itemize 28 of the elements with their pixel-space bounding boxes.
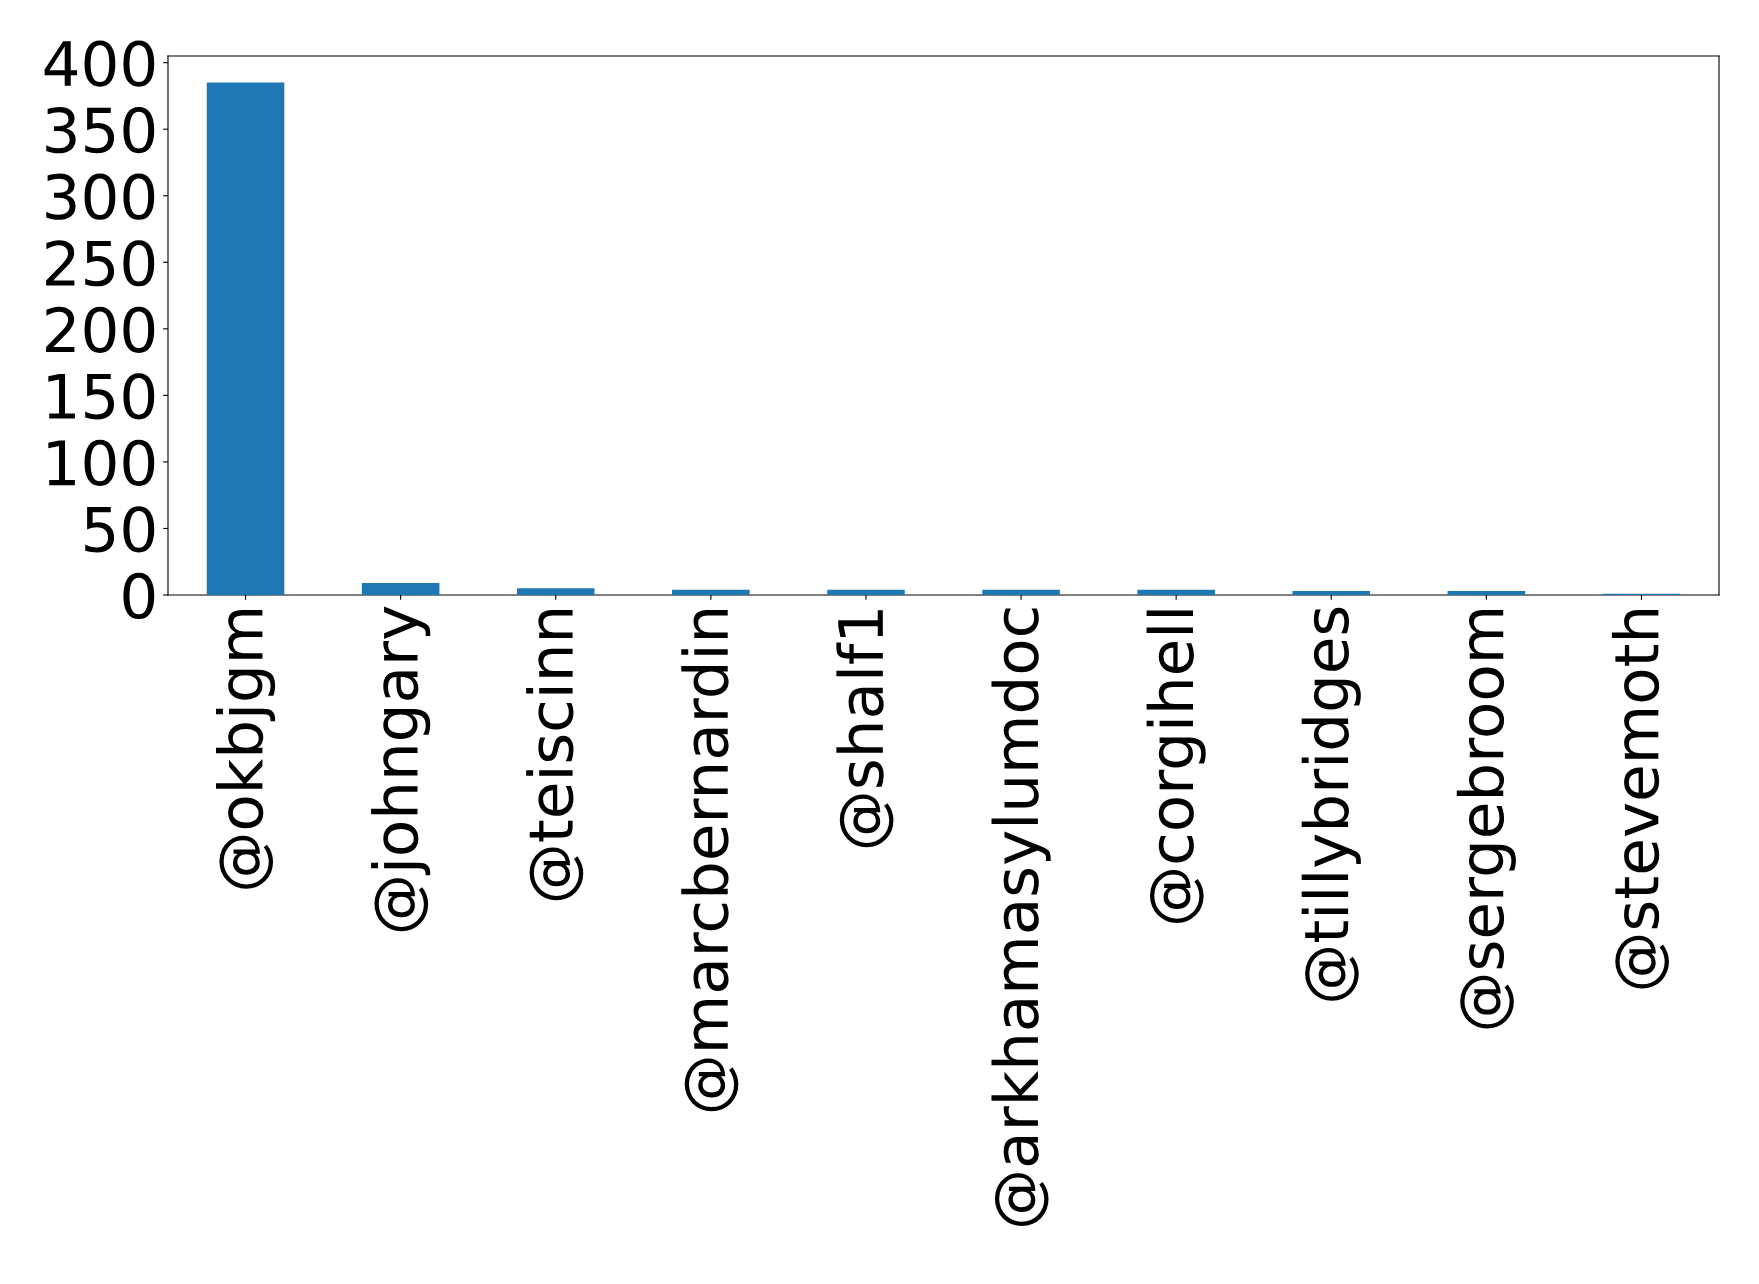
x-tick-label: @tillybridges — [1301, 607, 1361, 1001]
bar — [206, 82, 285, 595]
x-tick-label: @shalf1 — [836, 610, 894, 848]
bar — [982, 589, 1060, 595]
x-tick-label: @teiscinn — [526, 609, 584, 901]
y-tick-label: 200 — [46, 306, 155, 353]
x-tick-label: @corgihell — [1146, 610, 1206, 923]
y-tick-label: 150 — [48, 373, 155, 420]
y-tick-label: 400 — [44, 40, 155, 87]
x-tick-label: @okbjgm — [215, 609, 276, 889]
bar — [1447, 591, 1526, 595]
x-tick-label: @stevemoth — [1611, 609, 1669, 989]
y-tick-label: 0 — [123, 572, 155, 620]
y-tick-label: 50 — [85, 506, 155, 553]
y-tick-label: 250 — [46, 240, 155, 287]
x-tick-label: @johngary — [371, 606, 431, 932]
y-tick-label: 350 — [46, 107, 155, 154]
y-tick-label: 300 — [46, 173, 155, 220]
bar — [1292, 591, 1371, 595]
bar — [827, 589, 905, 595]
bar — [516, 588, 595, 595]
y-tick-label: 100 — [48, 439, 155, 486]
x-tick-label: @sergebroom — [1456, 609, 1516, 1029]
bar — [672, 589, 750, 595]
bar — [361, 583, 440, 595]
bar — [1137, 589, 1215, 595]
x-tick-label: @arkhamasylumdoc — [991, 608, 1051, 1226]
x-tick-label: @marcbernardin — [681, 609, 739, 1112]
